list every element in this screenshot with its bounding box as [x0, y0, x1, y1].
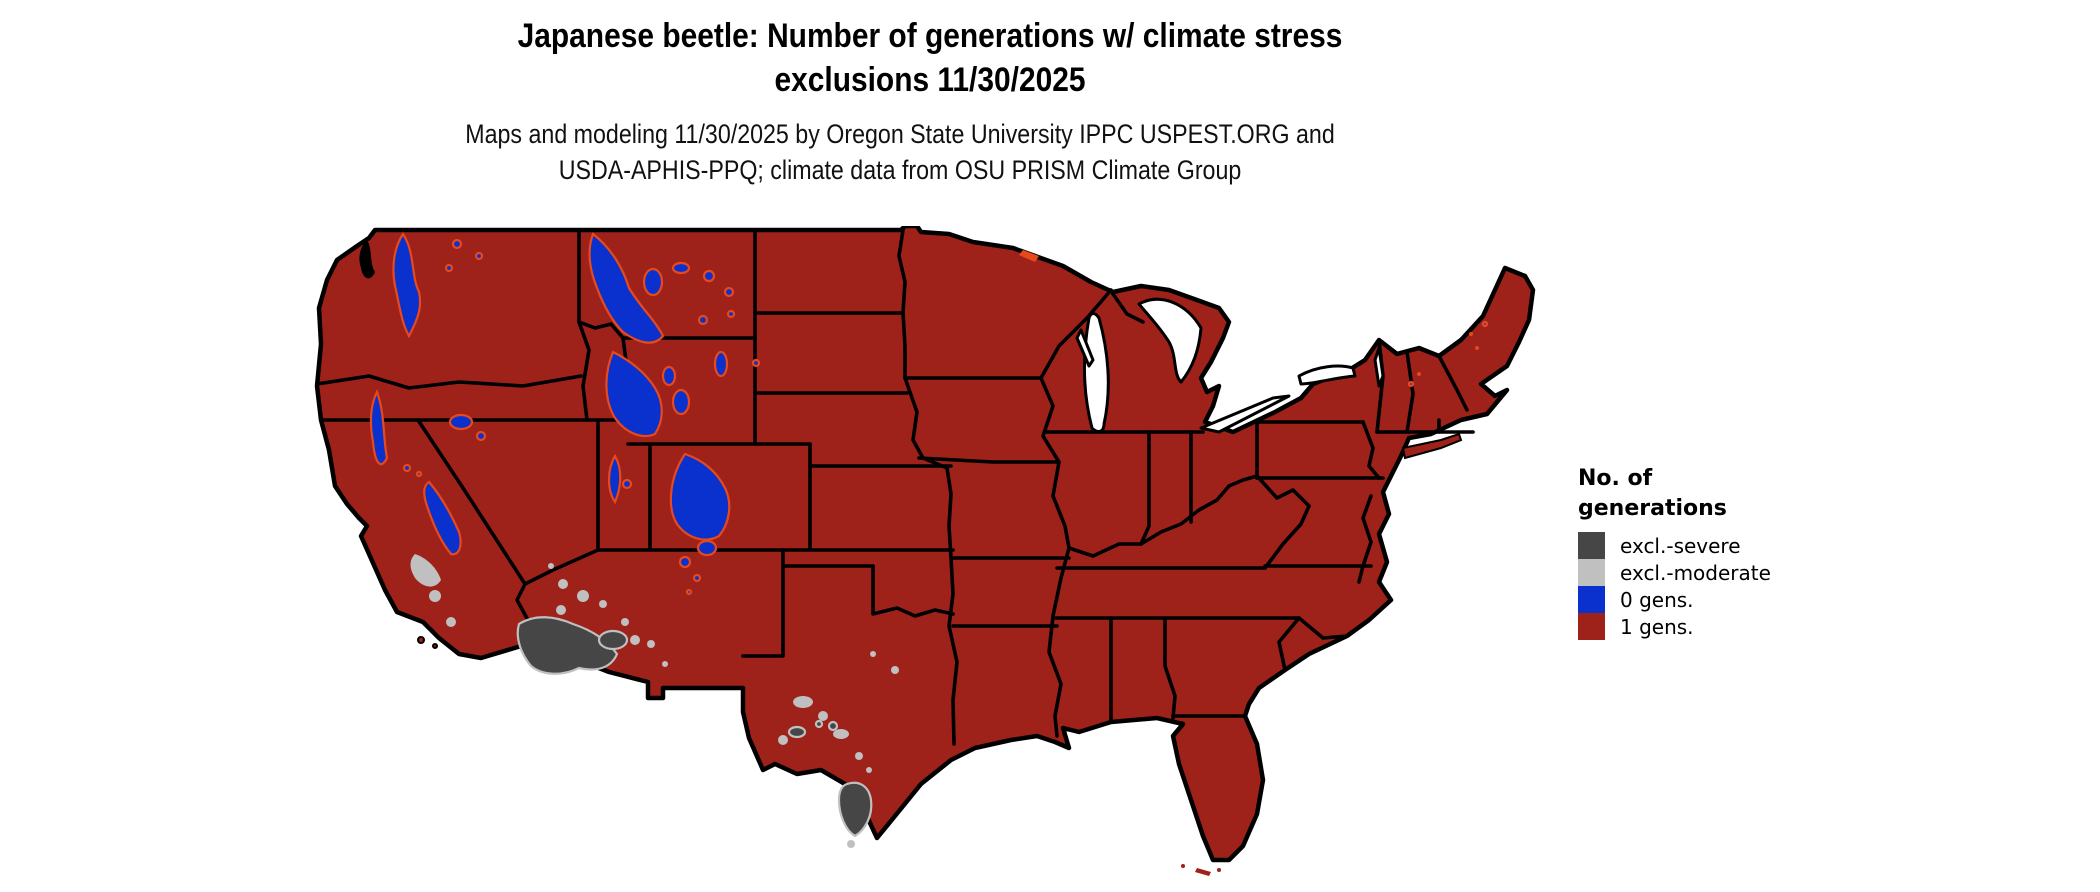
legend-label-0-gens: 0 gens. [1620, 587, 1694, 612]
legend-item-1-gens: 1 gens. [1578, 613, 1878, 640]
legend-item-0-gens: 0 gens. [1578, 586, 1878, 613]
legend-swatch-excl-severe [1578, 532, 1605, 559]
legend-label-excl-severe: excl.-severe [1620, 533, 1741, 558]
legend-label-1-gens: 1 gens. [1620, 614, 1694, 639]
legend-title-line-1: No. of [1578, 466, 1653, 491]
zero-generations-patches [369, 232, 761, 596]
title-line-2: exclusions 11/30/2025 [774, 61, 1086, 99]
subtitle-line-1: Maps and modeling 11/30/2025 by Oregon S… [465, 119, 1335, 149]
legend-swatch-excl-moderate [1578, 559, 1605, 586]
title-line-1: Japanese beetle: Number of generations w… [517, 17, 1343, 55]
state-borders [315, 228, 1475, 746]
lake-ontario [1297, 364, 1357, 386]
legend-label-excl-moderate: excl.-moderate [1620, 560, 1771, 585]
subtitle-line-2: USDA-APHIS-PPQ; climate data from OSU PR… [558, 155, 1242, 185]
legend-item-excl-severe: excl.-severe [1578, 532, 1878, 559]
isle-royale-speck [1019, 250, 1039, 262]
puget-sound [359, 240, 375, 279]
figure-title: Japanese beetle: Number of generations w… [0, 14, 1860, 102]
long-island [1401, 432, 1463, 460]
lake-michigan [1082, 312, 1110, 433]
speckle-patches [1019, 250, 1489, 388]
green-bay [1075, 328, 1095, 368]
lake-champlain [1373, 346, 1385, 388]
conus-map-svg [314, 226, 1536, 876]
great-lakes [1075, 297, 1385, 434]
us-generations-map [313, 226, 1545, 882]
legend-swatch-1-gens [1578, 613, 1605, 640]
map-legend: No. of generations excl.-severe excl.-mo… [1578, 464, 1878, 640]
legend-title: No. of generations [1578, 464, 1878, 524]
legend-item-excl-moderate: excl.-moderate [1578, 559, 1878, 586]
figure-subtitle: Maps and modeling 11/30/2025 by Oregon S… [0, 116, 1800, 188]
legend-title-line-2: generations [1578, 496, 1727, 521]
moderate-exclusion-patches [410, 554, 899, 848]
legend-swatch-0-gens [1578, 586, 1605, 613]
islands-and-keys [417, 636, 1221, 876]
severe-exclusion-patches [516, 616, 873, 838]
lake-erie [1199, 394, 1291, 434]
lake-huron [1137, 297, 1203, 384]
legend-items: excl.-severe excl.-moderate 0 gens. 1 ge… [1578, 532, 1878, 640]
